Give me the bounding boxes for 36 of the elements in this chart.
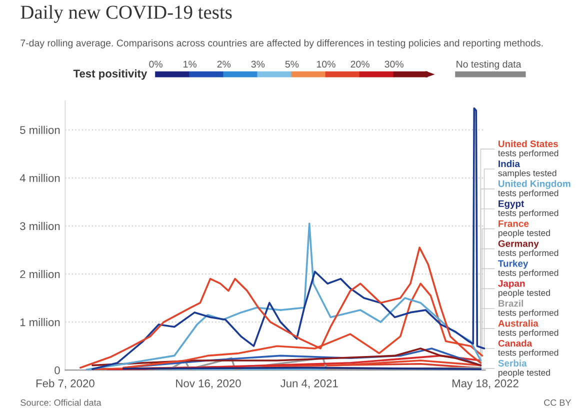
text: United Kingdom tests performed (498, 180, 570, 198)
text: Canada tests performed (498, 340, 558, 358)
text: 0% (149, 60, 162, 68)
y-tick-label: 3 million (20, 222, 60, 230)
chart-subtitle: 7-day rolling average. Comparisons across countries are affected by differences in testing policies and reporting methods. (20, 39, 543, 48)
y-tick-label: 2 million (20, 270, 60, 278)
text: Japan people tested (498, 280, 550, 298)
text: United States tests performed (498, 140, 558, 158)
source-note: Source: Official data (20, 399, 102, 406)
text: France people tested (498, 220, 550, 238)
text: Australia tests performed (498, 320, 558, 338)
text: 5% (285, 60, 299, 68)
text: 3% (251, 60, 265, 68)
text: Turkey tests performed (498, 260, 558, 278)
text: No testing data (456, 60, 522, 70)
x-tick-label: Nov 16, 2020 (176, 379, 241, 389)
y-tick-label: 1 million (20, 318, 60, 326)
text: Serbia people tested (498, 360, 550, 378)
x-tick-label: Feb 7, 2020 (36, 379, 94, 389)
y-tick-label: 4 million (20, 174, 60, 182)
text: 1% (184, 60, 197, 68)
x-tick-label: May 18, 2022 (452, 379, 518, 390)
chart-title: Daily new COVID-19 tests (20, 5, 232, 23)
text: Egypt tests performed (498, 200, 558, 218)
y-tick-label: 0 (54, 366, 60, 374)
text: CC BY (544, 399, 572, 406)
y-tick-label: 5 million (20, 126, 60, 134)
text: Brazil tests performed (498, 300, 558, 318)
text: 30% (384, 60, 404, 68)
text: Germany tests performed (498, 240, 558, 258)
text: 20% (350, 60, 370, 68)
text: 10% (317, 60, 336, 68)
text: Test positivity (73, 69, 148, 80)
text: 2% (217, 60, 231, 68)
text: India samples tested (498, 160, 556, 178)
x-tick-label: Jun 4, 2021 (280, 379, 338, 389)
